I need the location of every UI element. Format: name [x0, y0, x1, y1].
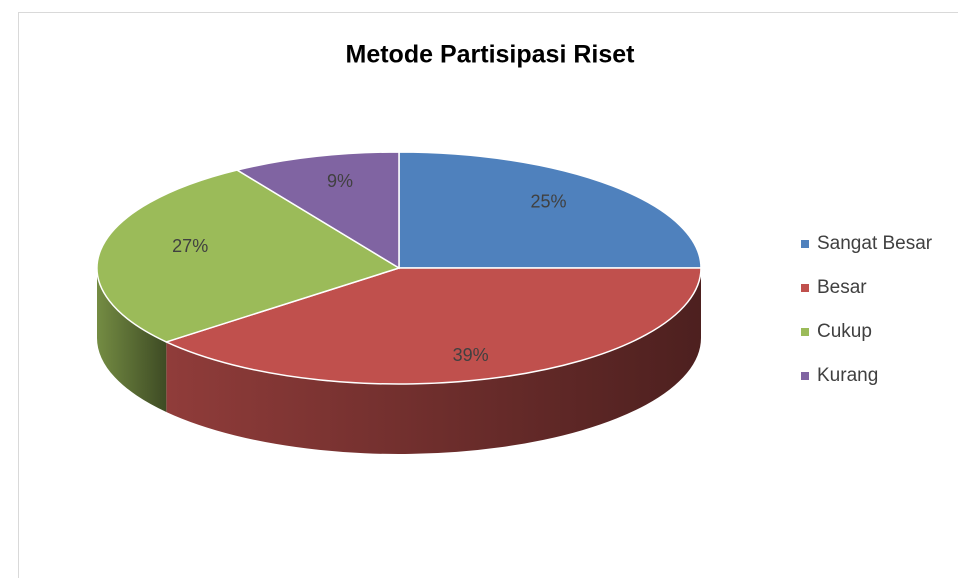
legend-label: Sangat Besar — [817, 233, 933, 254]
slice — [398, 151, 702, 269]
slice — [235, 151, 400, 270]
chart-title: Metode Partisipasi Riset — [346, 41, 636, 69]
slice — [164, 267, 702, 385]
data-label: 9% — [327, 171, 353, 191]
legend-swatch — [801, 240, 809, 248]
slice-side — [166, 268, 702, 455]
slice — [96, 169, 401, 343]
slice-side — [97, 268, 167, 412]
legend-label: Kurang — [817, 365, 878, 386]
data-label: 27% — [172, 236, 208, 256]
legend-swatch — [801, 328, 809, 336]
legend-label: Besar — [817, 277, 867, 298]
data-label: 25% — [530, 191, 566, 211]
legend-swatch — [801, 284, 809, 292]
legend-label: Cukup — [817, 321, 872, 342]
legend-swatch — [801, 372, 809, 380]
data-label: 39% — [453, 345, 489, 365]
